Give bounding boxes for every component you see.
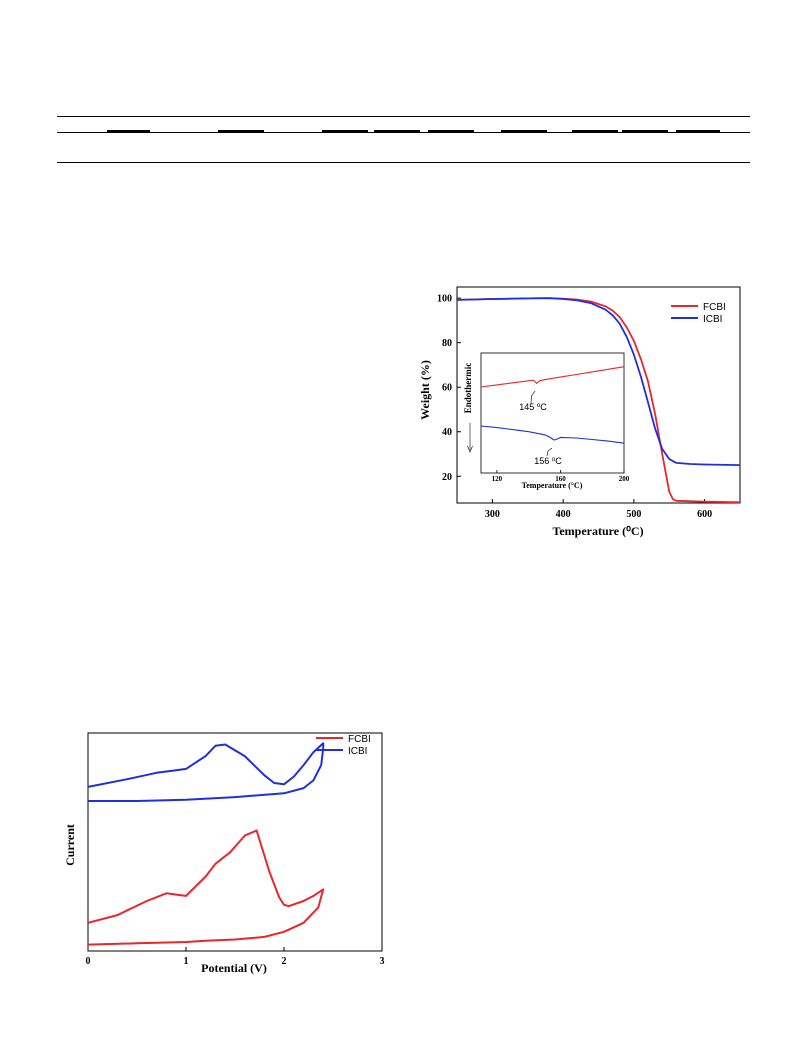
tga-plot-frame [456, 286, 741, 504]
table-header-segment [218, 130, 264, 132]
table-header-segment [622, 130, 668, 132]
table-top-rule [57, 116, 750, 117]
inset-annotation-145: 145 ⁰C [519, 402, 547, 412]
cv-legend: FCBI ICBI [316, 734, 371, 757]
x-tick-label: 2 [282, 956, 287, 967]
table-header-segment [572, 130, 618, 132]
series-line-icbi [87, 742, 325, 802]
inset-xlabel: Temperature (°C) [522, 481, 583, 490]
inset-series-line-icbi [480, 425, 625, 444]
legend-label-fcbi: FCBI [348, 734, 371, 745]
y-tick-label: 20 [442, 472, 452, 483]
table-header-segment [501, 130, 547, 132]
table-header-rule [57, 132, 750, 133]
x-tick-label: 0 [86, 956, 91, 967]
y-tick-label: 60 [442, 383, 452, 394]
x-tick-label: 500 [626, 509, 641, 520]
table-header-segment [676, 130, 720, 132]
y-tick-label: 100 [437, 294, 452, 305]
table-header-segment [322, 130, 368, 132]
x-tick-label: 400 [556, 509, 571, 520]
table-header-segment [428, 130, 474, 132]
tga-legend: FCBI ICBI [671, 302, 726, 325]
inset-pointer-156 [546, 447, 553, 457]
legend-label-icbi: ICBI [703, 314, 722, 325]
inset-x-tick-label: 120 [492, 475, 503, 483]
table-header-segment [107, 130, 150, 132]
series-line-icbi [456, 297, 741, 466]
series-line-fcbi [87, 829, 325, 946]
inset-frame [480, 352, 625, 474]
tga-ylabel: Weight (%) [418, 360, 432, 420]
table-header-segment [374, 130, 420, 132]
inset-annotation-156: 156 ⁰C [534, 456, 562, 466]
cv-xlabel: Potential (V) [201, 961, 267, 975]
inset-x-tick-label: 200 [619, 475, 630, 483]
inset-arrow-head [467, 445, 473, 453]
cv-plot-frame [87, 732, 383, 952]
cv-ylabel: Current [63, 824, 77, 866]
tga-xlabel: Temperature (⁰C) [552, 524, 643, 538]
tga-chart: 300 400 500 600 20 40 60 80 100 Weight (%) Tempe… [418, 286, 741, 538]
tga-inset: 120 160 200 Endothermic 145 ⁰C 156 ⁰C Temp… [463, 352, 630, 490]
inset-ylabel: Endothermic [463, 363, 473, 414]
inset-series-line-fcbi [480, 366, 625, 388]
x-tick-label: 600 [697, 509, 712, 520]
y-tick-label: 40 [442, 427, 452, 438]
x-tick-label: 3 [380, 956, 385, 967]
legend-label-fcbi: FCBI [703, 302, 726, 313]
y-tick-label: 80 [442, 338, 452, 349]
legend-label-icbi: ICBI [348, 746, 367, 757]
inset-pointer-145 [530, 390, 536, 404]
cv-chart: 0 1 2 3 Current Potential (V) FCBI ICBI [63, 732, 385, 975]
table-bottom-rule [57, 162, 750, 163]
x-tick-label: 300 [485, 509, 500, 520]
x-tick-label: 1 [184, 956, 189, 967]
inset-x-tick-label: 160 [555, 475, 566, 483]
